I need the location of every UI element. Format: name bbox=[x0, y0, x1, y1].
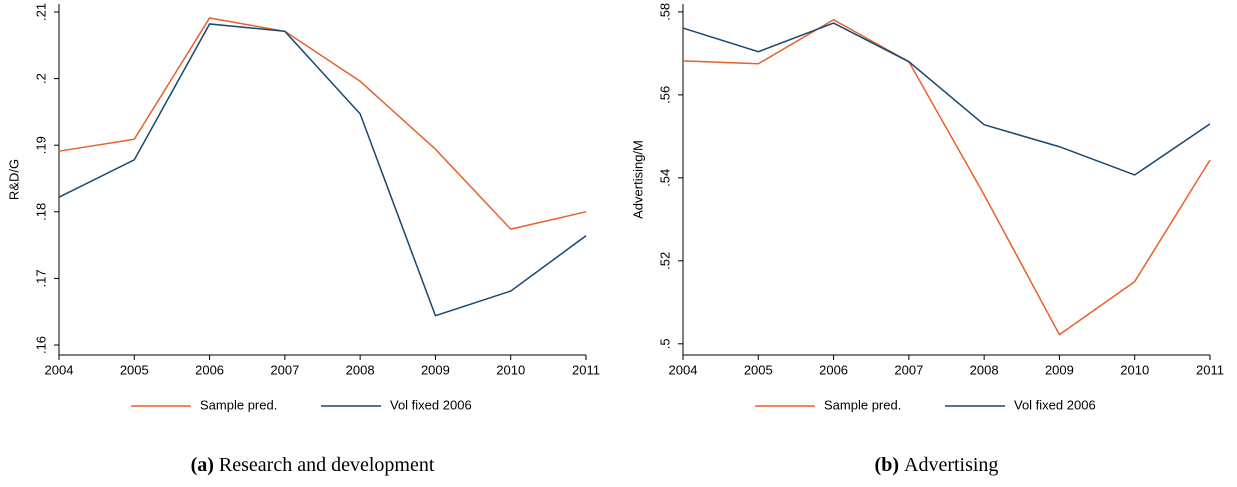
x-tick-label: 2007 bbox=[894, 362, 923, 377]
y-tick-label: .17 bbox=[33, 269, 48, 287]
series-line bbox=[58, 23, 587, 317]
legend-label: Sample pred. bbox=[824, 397, 901, 412]
caption: (b) Advertising bbox=[875, 454, 999, 476]
chart-panel: .16 .17 .18 .19 .2 .21 2004 2005 2006 2007 2008 200… bbox=[6, 3, 600, 476]
y-tick-label: .5 bbox=[657, 338, 672, 349]
x-tick-label: 2005 bbox=[744, 362, 773, 377]
legend-label: Vol fixed 2006 bbox=[1014, 397, 1096, 412]
caption-text: Advertising bbox=[904, 454, 998, 476]
caption-text: Research and development bbox=[219, 454, 435, 476]
y-tick-label: .19 bbox=[33, 136, 48, 154]
y-tick-label: .21 bbox=[33, 3, 48, 21]
series-line bbox=[682, 18, 1211, 336]
y-axis-title: R&D/G bbox=[6, 159, 21, 200]
chart-panel: .5 .52 .54 .56 .58 2004 2005 2006 2007 2008 2009 20… bbox=[630, 3, 1224, 476]
y-tick-label: .2 bbox=[33, 73, 48, 84]
x-tick-label: 2006 bbox=[195, 362, 224, 377]
x-tick-label: 2006 bbox=[819, 362, 848, 377]
x-tick-label: 2010 bbox=[496, 362, 525, 377]
x-tick-label: 2008 bbox=[970, 362, 999, 377]
x-tick-label: 2005 bbox=[120, 362, 149, 377]
y-tick-label: .52 bbox=[657, 252, 672, 270]
x-tick-label: 2011 bbox=[572, 362, 600, 377]
legend-label: Sample pred. bbox=[200, 397, 277, 412]
x-tick-label: 2007 bbox=[270, 362, 299, 377]
x-tick-label: 2011 bbox=[1196, 362, 1224, 377]
x-tick-label: 2009 bbox=[1045, 362, 1074, 377]
caption-label: (b) bbox=[875, 454, 899, 476]
y-axis-title: Advertising/M bbox=[630, 140, 645, 219]
y-tick-label: .58 bbox=[657, 3, 672, 21]
x-tick-label: 2010 bbox=[1120, 362, 1149, 377]
legend-label: Vol fixed 2006 bbox=[390, 397, 472, 412]
x-tick-label: 2004 bbox=[669, 362, 698, 377]
x-tick-label: 2004 bbox=[45, 362, 74, 377]
series-line bbox=[58, 17, 587, 230]
caption: (a) Research and development bbox=[191, 454, 435, 476]
y-tick-label: .16 bbox=[33, 336, 48, 354]
x-tick-label: 2008 bbox=[346, 362, 375, 377]
x-tick-label: 2009 bbox=[421, 362, 450, 377]
caption-label: (a) bbox=[191, 454, 214, 476]
y-tick-label: .54 bbox=[657, 169, 672, 187]
series-line bbox=[682, 22, 1211, 176]
y-tick-label: .56 bbox=[657, 86, 672, 104]
y-tick-label: .18 bbox=[33, 203, 48, 221]
